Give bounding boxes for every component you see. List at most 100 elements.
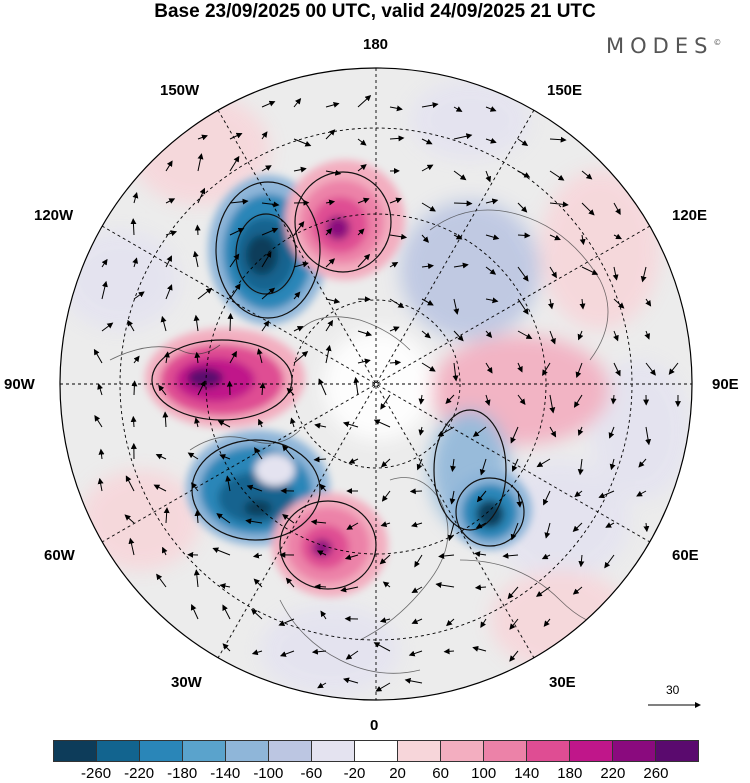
wind-vector	[613, 233, 622, 240]
wind-vector	[125, 475, 135, 492]
wind-vector	[316, 550, 327, 556]
map-border	[59, 67, 693, 701]
wind-vector	[253, 578, 263, 588]
wind-vector	[165, 255, 172, 268]
wind-vector	[94, 415, 103, 428]
wind-vector	[421, 362, 436, 372]
wind-vector	[389, 298, 405, 309]
lon-label-30e: 30E	[549, 674, 576, 691]
wind-vector	[485, 330, 493, 338]
wind-vector	[219, 583, 231, 590]
wind-vector	[229, 283, 241, 300]
colorbar-cell	[312, 741, 355, 761]
wind-vector	[163, 507, 170, 524]
wind-vector	[343, 677, 359, 684]
wind-vector	[293, 291, 301, 300]
wind-vector	[544, 522, 551, 539]
colorbar-tick-label: 20	[389, 765, 406, 782]
wind-vector	[293, 261, 309, 268]
wind-vector	[411, 618, 423, 624]
wind-vector	[610, 394, 617, 405]
wind-vector	[485, 137, 497, 144]
colorbar-cell	[355, 741, 398, 761]
colorbar-cell	[269, 741, 312, 761]
wind-vector	[130, 415, 137, 428]
wind-vector	[156, 573, 167, 588]
colorbar-tick-label: -20	[343, 765, 366, 782]
wind-vector	[229, 253, 240, 268]
colorbar-tick-label: 60	[432, 765, 449, 782]
wind-vector	[314, 422, 327, 429]
wind-vector	[161, 546, 168, 556]
wind-vector	[389, 197, 403, 204]
colorbar-tick-label: 260	[643, 765, 669, 782]
wind-vector	[668, 362, 679, 375]
lon-label-150w: 150W	[160, 82, 200, 99]
wind-vector	[484, 394, 491, 406]
wind-vector	[222, 643, 231, 652]
wind-vector	[577, 330, 584, 341]
lon-label-90w: 90W	[4, 376, 35, 393]
wind-vector	[549, 330, 556, 345]
wind-vector	[517, 232, 531, 239]
wind-vector	[380, 458, 391, 468]
wind-vector	[480, 618, 487, 628]
wind-vector	[251, 649, 263, 656]
colorbar-tick-label: -60	[300, 765, 323, 782]
wind-vector	[578, 554, 585, 568]
wind-vector	[613, 330, 619, 342]
wind-vector	[340, 586, 359, 593]
wind-vector	[572, 522, 583, 532]
wind-vector	[517, 330, 533, 339]
wind-vector	[254, 447, 263, 460]
wind-vector	[229, 198, 249, 205]
wind-vector	[613, 202, 621, 215]
wind-vector	[311, 648, 327, 655]
wind-vector	[389, 105, 403, 112]
wind-vector	[261, 201, 280, 208]
wind-vector	[131, 380, 138, 396]
wind-vector	[510, 426, 519, 444]
wind-vector	[325, 344, 332, 364]
wind-vector	[543, 490, 551, 506]
wind-vector	[421, 164, 434, 172]
wind-vector	[485, 198, 499, 205]
wind-vector	[409, 488, 423, 495]
wind-vector	[638, 458, 647, 468]
wind-vector	[644, 330, 651, 340]
wind-vector	[643, 522, 650, 533]
wind-vector	[193, 569, 200, 588]
wind-vector	[133, 291, 145, 300]
wind-vector	[278, 618, 295, 626]
wind-vector	[130, 218, 137, 236]
wind-vector	[319, 483, 327, 492]
wind-vector	[282, 444, 295, 460]
wind-vector	[485, 106, 497, 112]
wind-vector	[572, 586, 583, 595]
wind-vector	[286, 387, 295, 396]
wind-vectors	[93, 95, 681, 692]
wind-vector	[605, 522, 615, 528]
wind-vector	[229, 350, 237, 364]
wind-vector	[421, 298, 434, 306]
wind-vector	[612, 266, 619, 281]
wind-vector	[549, 201, 569, 208]
wind-vector	[293, 351, 309, 364]
wind-vector	[485, 297, 499, 304]
wind-vector	[609, 458, 616, 471]
wind-vector	[475, 522, 487, 529]
wind-vector	[485, 266, 497, 275]
wind-vector	[380, 521, 391, 528]
wind-vector	[598, 490, 615, 499]
wind-vector	[229, 228, 245, 236]
wind-vector	[101, 280, 108, 300]
wind-vector	[389, 359, 402, 366]
wind-vector	[190, 603, 199, 620]
wind-vector	[575, 362, 583, 379]
modes-logo: MODES©	[606, 34, 722, 58]
wind-vector	[293, 326, 304, 332]
wind-vector	[160, 315, 167, 332]
wind-vector	[357, 253, 371, 268]
wind-vector	[579, 234, 586, 246]
wind-vector	[435, 582, 455, 588]
